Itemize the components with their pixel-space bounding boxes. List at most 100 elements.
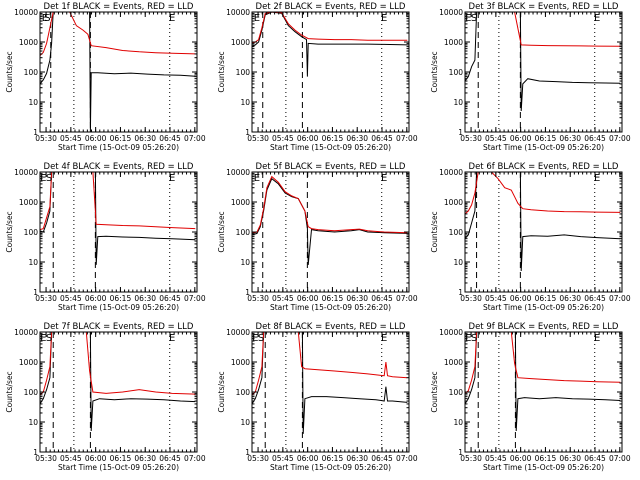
y-tick-label: 100 — [236, 228, 251, 237]
series-lld-line — [465, 172, 621, 215]
y-tick-label: 1000 — [231, 358, 250, 367]
y-tick-label: 1 — [33, 288, 38, 297]
x-tick-label: 05:45 — [60, 454, 82, 463]
y-tick-label: 10 — [28, 258, 38, 267]
region-marker-label: E — [381, 13, 387, 24]
region-marker-label: E — [465, 13, 471, 24]
x-tick-label: 06:45 — [371, 294, 393, 303]
x-tick-label: 06:15 — [535, 454, 557, 463]
region-marker-label: S — [44, 13, 50, 24]
y-axis-label: Counts/sec — [5, 51, 14, 92]
plot-frame — [251, 11, 410, 133]
y-tick-label: 10000 — [14, 168, 38, 177]
region-marker-label: S — [471, 13, 477, 24]
y-tick-label: 10 — [240, 418, 250, 427]
x-tick-label: 06:15 — [322, 294, 344, 303]
series-events-line — [465, 12, 621, 112]
region-marker-label: E — [465, 333, 471, 344]
x-tick-label: 06:00 — [510, 134, 532, 143]
x-tick-label: 05:45 — [485, 294, 507, 303]
x-tick-label: 06:30 — [134, 134, 156, 143]
x-tick-label: 06:15 — [322, 454, 344, 463]
y-tick-label: 100 — [236, 68, 251, 77]
region-marker-label: E — [594, 13, 600, 24]
x-tick-label: 06:45 — [584, 134, 606, 143]
x-tick-label: 05:30 — [247, 294, 269, 303]
x-tick-label: 07:00 — [609, 294, 631, 303]
plot-frame — [464, 11, 623, 133]
region-marker-label: E — [169, 173, 175, 184]
x-axis-label: Start Time (15-Oct-09 05:26:20) — [58, 303, 179, 312]
x-tick-label: 07:00 — [184, 454, 206, 463]
y-tick-label: 100 — [449, 228, 464, 237]
series-lld-line — [252, 332, 408, 396]
x-tick-label: 06:30 — [346, 134, 368, 143]
y-tick-label: 10 — [28, 98, 38, 107]
y-tick-label: 10000 — [14, 8, 38, 17]
plot-frame — [464, 171, 623, 293]
x-axis-label: Start Time (15-Oct-09 05:26:20) — [483, 463, 604, 472]
y-tick-label: 1000 — [444, 358, 463, 367]
y-tick-label: 10000 — [439, 168, 463, 177]
x-tick-label: 06:00 — [85, 294, 107, 303]
x-tick-label: 06:45 — [159, 134, 181, 143]
x-tick-label: 06:45 — [584, 454, 606, 463]
series-events-line — [252, 177, 408, 265]
x-tick-label: 05:30 — [35, 294, 57, 303]
x-tick-label: 06:30 — [346, 454, 368, 463]
series-lld-line — [40, 12, 196, 57]
x-tick-label: 06:30 — [559, 454, 581, 463]
y-tick-label: 1 — [458, 288, 463, 297]
panel-title: Det 9f BLACK = Events, RED = LLD — [469, 322, 619, 332]
x-axis-label: Start Time (15-Oct-09 05:26:20) — [58, 143, 179, 152]
x-tick-label: 07:00 — [609, 134, 631, 143]
x-tick-label: 05:30 — [35, 454, 57, 463]
x-tick-label: 06:00 — [85, 134, 107, 143]
x-tick-label: 06:45 — [371, 454, 393, 463]
x-tick-label: 06:30 — [346, 294, 368, 303]
series-events-line — [40, 12, 196, 132]
x-tick-label: 06:00 — [85, 454, 107, 463]
y-axis-label: Counts/sec — [430, 371, 439, 412]
y-tick-label: 1 — [458, 448, 463, 457]
x-tick-label: 06:30 — [559, 294, 581, 303]
x-tick-label: 06:30 — [134, 454, 156, 463]
x-tick-label: 06:15 — [110, 134, 132, 143]
x-tick-label: 06:00 — [510, 454, 532, 463]
x-tick-label: 06:15 — [535, 294, 557, 303]
panel-title: Det 7f BLACK = Events, RED = LLD — [44, 322, 194, 332]
y-tick-label: 10000 — [226, 8, 250, 17]
y-tick-label: 1 — [33, 448, 38, 457]
series-lld-line — [252, 12, 408, 44]
x-tick-label: 05:30 — [460, 294, 482, 303]
y-tick-label: 10 — [240, 98, 250, 107]
region-marker-label: E — [254, 13, 260, 24]
region-marker-label: S — [46, 333, 52, 344]
region-marker-label: E — [169, 13, 175, 24]
panel-title: Det 6f BLACK = Events, RED = LLD — [469, 162, 619, 172]
x-tick-label: 06:15 — [110, 454, 132, 463]
y-axis-label: Counts/sec — [217, 371, 226, 412]
panel-title: Det 4f BLACK = Events, RED = LLD — [44, 162, 194, 172]
series-lld-line — [40, 172, 196, 231]
y-tick-label: 1 — [33, 128, 38, 137]
x-tick-label: 06:30 — [134, 294, 156, 303]
x-tick-label: 07:00 — [184, 134, 206, 143]
y-tick-label: 1 — [245, 288, 250, 297]
region-marker-label: S — [46, 173, 52, 184]
x-tick-label: 05:45 — [485, 134, 507, 143]
y-tick-label: 100 — [24, 228, 39, 237]
y-axis-label: Counts/sec — [430, 211, 439, 252]
y-tick-label: 100 — [24, 388, 39, 397]
x-tick-label: 06:45 — [159, 294, 181, 303]
y-tick-label: 10 — [28, 418, 38, 427]
series-events-line — [465, 172, 621, 272]
x-tick-label: 06:00 — [297, 134, 319, 143]
series-events-line — [40, 172, 196, 265]
y-tick-label: 100 — [24, 68, 39, 77]
